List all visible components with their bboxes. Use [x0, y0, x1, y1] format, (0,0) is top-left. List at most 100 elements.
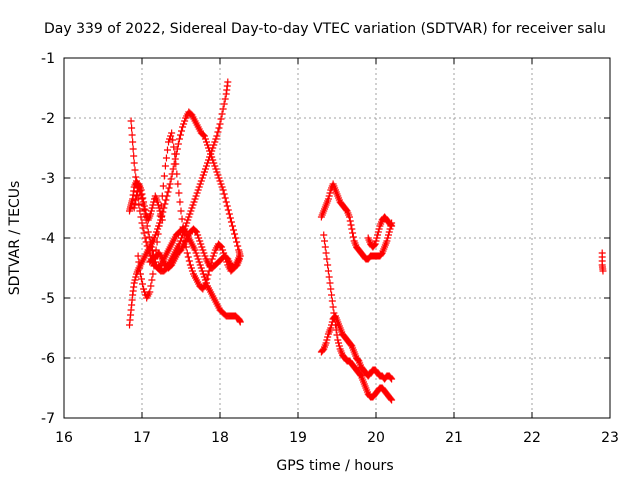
- data-point: [221, 95, 229, 103]
- series-arc-5: [146, 225, 243, 272]
- data-point: [143, 242, 151, 250]
- data-point: [356, 371, 364, 379]
- data-point: [210, 159, 218, 167]
- data-point: [334, 336, 342, 344]
- data-point: [210, 141, 218, 149]
- data-point: [148, 276, 156, 284]
- data-point: [163, 146, 171, 154]
- grid-lines: [64, 58, 610, 418]
- y-tick-label: -6: [41, 351, 55, 367]
- y-tick-label: -5: [41, 291, 55, 307]
- data-point: [166, 180, 174, 188]
- data-point: [348, 225, 356, 233]
- data-point: [147, 207, 155, 215]
- data-point: [132, 196, 140, 204]
- data-point: [204, 271, 212, 279]
- data-point: [384, 231, 392, 239]
- data-point: [178, 127, 186, 135]
- data-point: [202, 138, 210, 146]
- data-point: [147, 282, 155, 290]
- data-point: [342, 206, 350, 214]
- x-tick-label: 20: [367, 430, 385, 446]
- data-point: [321, 243, 329, 251]
- data-point: [214, 171, 222, 179]
- data-point: [174, 140, 182, 148]
- data-point: [224, 206, 232, 214]
- y-axis-label: SDTVAR / TECUs: [7, 181, 23, 296]
- data-point: [135, 201, 143, 209]
- data-point: [197, 177, 205, 185]
- data-point: [189, 201, 197, 209]
- data-point: [349, 229, 357, 237]
- data-point: [194, 186, 202, 194]
- data-point: [183, 219, 191, 227]
- data-point: [216, 177, 224, 185]
- data-point: [199, 131, 207, 139]
- data-point: [185, 213, 193, 221]
- data-point: [192, 249, 200, 257]
- y-tick-label: -4: [41, 231, 55, 247]
- data-point: [327, 324, 335, 332]
- data-point: [132, 173, 140, 181]
- data-point: [192, 192, 200, 200]
- data-point: [154, 230, 162, 238]
- data-point: [322, 339, 330, 347]
- series-arc-1: [126, 78, 232, 275]
- data-point: [145, 249, 153, 257]
- data-point: [193, 252, 201, 260]
- data-point: [194, 255, 202, 263]
- data-point: [169, 165, 177, 173]
- data-point: [161, 200, 169, 208]
- data-points: [126, 78, 607, 404]
- series-arc-6: [130, 180, 166, 224]
- y-tick-label: -2: [41, 111, 55, 127]
- data-point: [130, 279, 138, 287]
- data-point: [140, 198, 148, 206]
- data-point: [169, 136, 177, 144]
- data-point: [187, 207, 195, 215]
- data-point: [162, 154, 170, 162]
- data-point: [384, 234, 392, 242]
- data-point: [199, 246, 207, 254]
- data-point: [213, 168, 221, 176]
- data-point: [136, 270, 144, 278]
- data-point: [173, 145, 181, 153]
- data-point: [208, 255, 216, 263]
- data-point: [150, 262, 158, 270]
- data-point: [215, 124, 223, 132]
- x-tick-label: 17: [133, 430, 151, 446]
- data-point: [193, 189, 201, 197]
- chart-title: Day 339 of 2022, Sidereal Day-to-day VTE…: [44, 21, 606, 37]
- data-point: [209, 156, 217, 164]
- data-point: [219, 105, 227, 113]
- data-point: [162, 196, 170, 204]
- data-point: [144, 246, 152, 254]
- data-point: [373, 234, 381, 242]
- series-arc-8: [320, 231, 396, 404]
- data-point: [134, 252, 142, 260]
- data-point: [143, 222, 151, 230]
- data-point: [186, 261, 194, 269]
- axis-ticks: [63, 57, 611, 419]
- x-tick-label: 23: [601, 430, 619, 446]
- data-point: [142, 238, 150, 246]
- data-point: [139, 280, 147, 288]
- data-point: [155, 222, 163, 230]
- data-point: [172, 160, 180, 168]
- data-point: [140, 229, 148, 237]
- data-point: [214, 128, 222, 136]
- series-arc-9: [317, 180, 396, 263]
- data-point: [195, 258, 203, 266]
- data-point: [217, 242, 225, 250]
- data-point: [346, 217, 354, 225]
- series-arc-11: [598, 249, 607, 275]
- data-point: [175, 135, 183, 143]
- data-point: [197, 264, 205, 272]
- data-point: [188, 204, 196, 212]
- data-point: [194, 231, 202, 239]
- data-point: [188, 267, 196, 275]
- data-point: [168, 129, 176, 137]
- data-point: [171, 150, 179, 158]
- data-point: [196, 261, 204, 269]
